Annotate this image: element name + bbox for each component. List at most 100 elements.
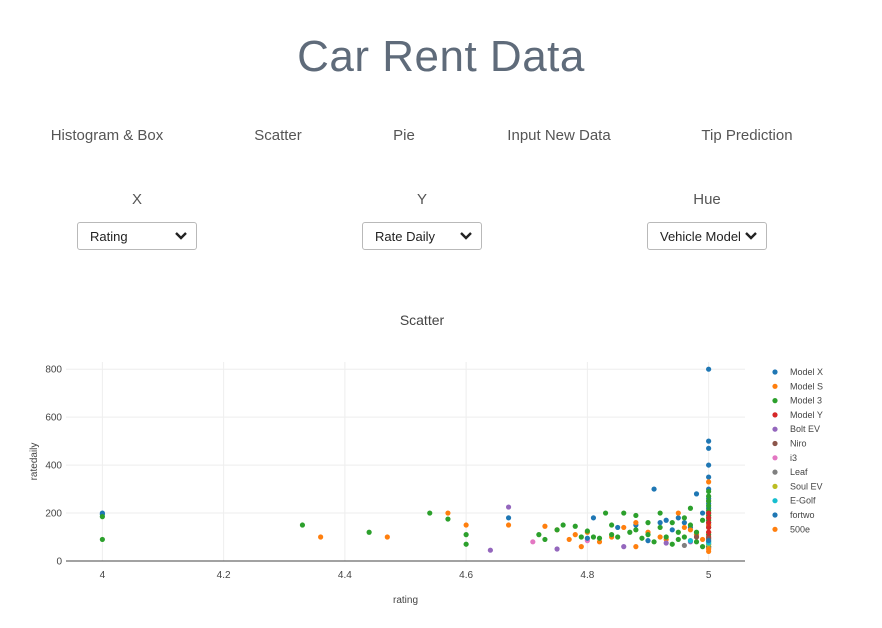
scatter-point	[663, 540, 669, 546]
scatter-point	[706, 524, 712, 531]
scatter-point	[445, 510, 451, 516]
x-axis-label: rating	[393, 595, 418, 606]
scatter-point	[687, 505, 694, 511]
scatter-point	[505, 504, 512, 510]
data-points	[99, 366, 712, 555]
x-tick-label: 4.6	[459, 570, 473, 581]
scatter-point	[542, 536, 548, 543]
scatter-point	[706, 546, 712, 552]
scatter-point	[675, 529, 681, 535]
scatter-point	[633, 520, 639, 526]
scatter-point	[99, 536, 105, 543]
scatter-point	[669, 520, 675, 526]
scatter-point	[645, 532, 651, 538]
scatter-point	[633, 527, 639, 533]
nav-histogram-box[interactable]: Histogram & Box	[50, 127, 164, 144]
scatter-point	[675, 536, 681, 543]
scatter-point	[675, 515, 681, 521]
nav-input-new-data[interactable]: Input New Data	[507, 127, 611, 144]
scatter-point	[699, 536, 706, 543]
x-select-value: Rating	[90, 228, 128, 244]
scatter-point	[463, 532, 469, 538]
nav-scatter[interactable]: Scatter	[254, 127, 302, 144]
scatter-point	[572, 532, 578, 538]
scatter-point	[584, 535, 590, 541]
scatter-point	[621, 544, 627, 550]
hue-select-value: Vehicle Model	[660, 228, 741, 244]
scatter-point	[693, 539, 700, 545]
scatter-point	[706, 488, 712, 495]
y-tick-label: 600	[45, 413, 62, 424]
x-select[interactable]: Rating	[77, 222, 197, 250]
scatter-point	[681, 524, 687, 531]
scatter-point	[706, 462, 712, 468]
scatter-point	[627, 529, 633, 535]
y-tick-label: 200	[45, 509, 62, 520]
scatter-point	[602, 510, 609, 516]
y-label: Y	[416, 191, 428, 208]
scatter-point	[657, 510, 663, 516]
scatter-point	[621, 524, 627, 531]
legend-marker	[772, 440, 778, 447]
scatter-point	[615, 534, 621, 540]
nav-tip-prediction[interactable]: Tip Prediction	[701, 127, 793, 144]
scatter-point	[505, 515, 512, 521]
legend-entry: fortwo	[790, 510, 815, 520]
legend-entry: Model 3	[790, 396, 822, 406]
scatter-point	[651, 486, 657, 492]
x-tick-label: 4.8	[580, 570, 594, 581]
scatter-point	[687, 527, 694, 533]
scatter-point	[706, 445, 712, 451]
hue-label: Hue	[693, 191, 721, 208]
scatter-point	[505, 522, 512, 528]
scatter-point	[681, 515, 687, 521]
scatter-point	[699, 510, 706, 516]
scatter-point	[99, 514, 105, 520]
scatter-point	[675, 510, 681, 516]
x-tick-label: 4.2	[217, 570, 231, 581]
scatter-point	[669, 541, 675, 547]
legend-entry: 500e	[790, 524, 810, 534]
axes: 4 4.2 4.4 4.6 4.8 5 0 200 400 600 800	[45, 365, 745, 581]
scatter-point	[706, 474, 712, 480]
x-tick-label: 4	[100, 570, 106, 581]
y-select[interactable]: Rate Daily	[362, 222, 482, 250]
scatter-point	[560, 522, 566, 528]
legend-entry: Leaf	[790, 467, 808, 477]
x-tick-label: 5	[706, 570, 712, 581]
scatter-point	[706, 438, 712, 444]
legend-marker	[772, 383, 778, 389]
nav-pie[interactable]: Pie	[393, 127, 415, 144]
scatter-point	[566, 536, 572, 543]
scatter-point	[663, 534, 669, 540]
scatter-point	[681, 534, 687, 540]
scatter-point	[657, 534, 663, 540]
scatter-point	[706, 515, 712, 521]
scatter-point	[706, 366, 712, 372]
scatter-point	[487, 547, 493, 553]
y-tick-label: 400	[45, 461, 62, 472]
legend-entry: Model S	[790, 381, 823, 391]
chevron-down-icon	[175, 232, 187, 240]
scatter-point	[590, 515, 597, 521]
scatter-point	[609, 532, 615, 538]
scatter-point	[554, 527, 560, 533]
chevron-down-icon	[745, 232, 757, 240]
scatter-point	[681, 542, 687, 549]
scatter-point	[530, 539, 536, 545]
legend-marker	[772, 398, 778, 404]
scatter-point	[299, 522, 306, 528]
y-select-value: Rate Daily	[375, 228, 435, 244]
chart-title: Scatter	[399, 312, 445, 328]
x-label: X	[131, 191, 143, 208]
scatter-point	[445, 516, 451, 522]
legend: Model X Model S Model 3 Model Y Bolt EV Niro i…	[772, 367, 823, 534]
scatter-point	[681, 520, 687, 526]
scatter-point	[318, 534, 324, 540]
scatter-point	[427, 510, 433, 516]
legend-entry: Model X	[790, 367, 823, 377]
chevron-down-icon	[460, 232, 472, 240]
legend-entry: Model Y	[790, 410, 823, 420]
hue-select[interactable]: Vehicle Model	[647, 222, 767, 250]
